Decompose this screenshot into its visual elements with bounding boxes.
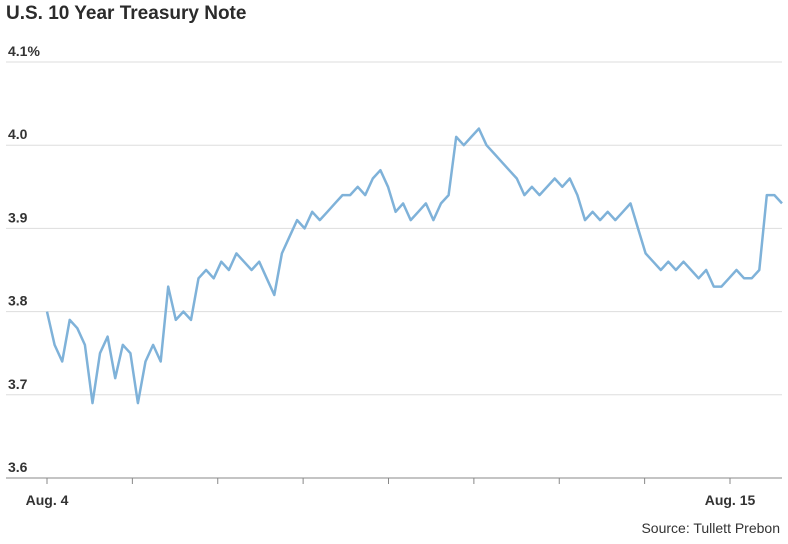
y-tick-label: 3.8 <box>8 293 28 309</box>
y-tick-label: 4.0 <box>8 126 28 142</box>
y-tick-label: 3.6 <box>8 459 28 475</box>
series-line <box>45 127 783 405</box>
grid-lines <box>6 61 782 396</box>
y-tick-label: 3.9 <box>8 209 28 225</box>
y-axis-ticks: 4.1% 4.0 3.9 3.8 3.7 3.6 <box>8 43 40 475</box>
source-note: Source: Tullett Prebon <box>641 520 780 536</box>
y-tick-label: 3.7 <box>8 376 28 392</box>
x-axis: Aug. 4 Aug. 15 <box>6 477 782 508</box>
series-layer <box>45 127 783 405</box>
chart-title: U.S. 10 Year Treasury Note <box>6 3 247 24</box>
x-tick-label: Aug. 4 <box>26 492 69 508</box>
x-tick-label: Aug. 15 <box>705 492 756 508</box>
y-tick-label: 4.1% <box>8 43 40 59</box>
